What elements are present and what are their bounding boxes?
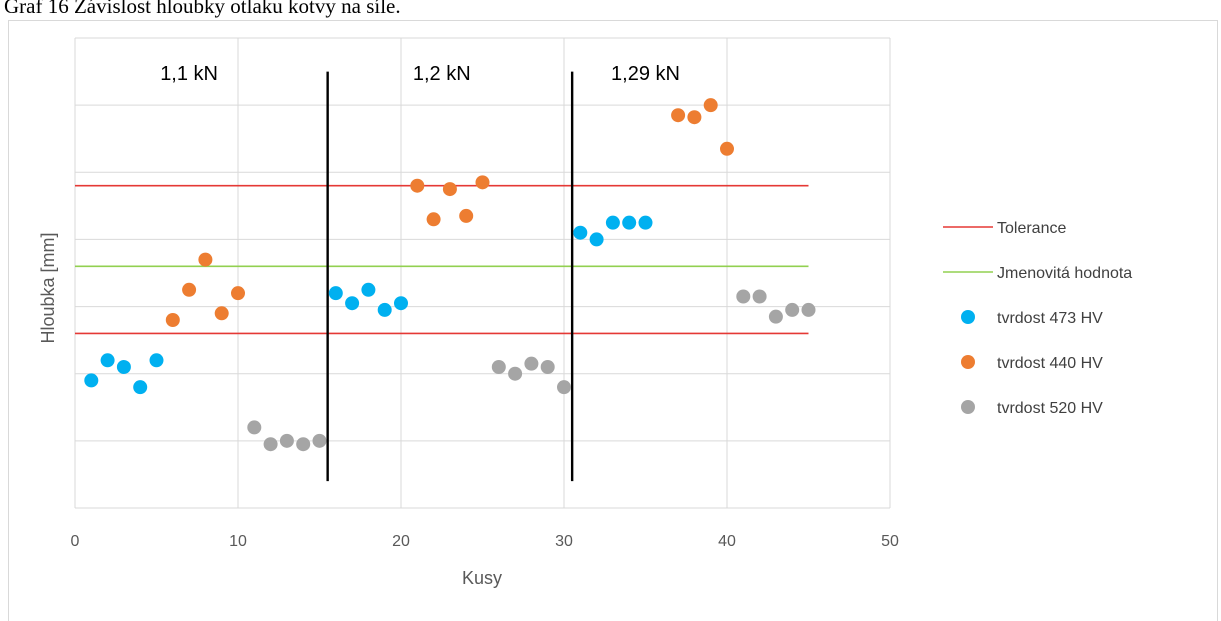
data-point — [263, 437, 278, 452]
x-tick-labels: 0 10 20 30 40 50 — [71, 533, 899, 550]
x-tick-label: 50 — [881, 533, 899, 550]
data-point — [557, 380, 571, 395]
force-label: 1,29 kN — [611, 63, 680, 85]
data-point — [165, 313, 180, 327]
legend-swatch-marker — [961, 400, 975, 414]
chart-frame — [8, 20, 1218, 621]
legend-swatch-marker — [961, 310, 975, 324]
x-tick-label: 20 — [392, 533, 410, 550]
data-point — [410, 178, 425, 193]
force-label: 1,2 kN — [413, 63, 471, 85]
data-point — [394, 296, 408, 311]
data-point — [508, 366, 523, 381]
legend-label: tvrdost 440 HV — [997, 355, 1103, 372]
legend-label: Jmenovitá hodnota — [997, 265, 1132, 282]
data-point — [328, 286, 343, 301]
data-point — [720, 141, 734, 156]
force-dividers — [326, 71, 574, 482]
data-point — [671, 108, 686, 123]
data-point — [442, 182, 457, 197]
data-point — [231, 286, 245, 301]
data-point — [491, 360, 506, 374]
force-annotations: 1,1 kN 1,2 kN 1,29 kN — [160, 63, 680, 85]
legend-label: tvrdost 520 HV — [997, 400, 1103, 417]
data-point — [736, 289, 751, 304]
x-tick-label: 0 — [71, 533, 80, 550]
legend-label: tvrdost 473 HV — [997, 310, 1103, 327]
data-point — [116, 360, 131, 374]
data-point — [752, 289, 767, 304]
data-point — [524, 356, 539, 371]
data-point — [361, 282, 376, 297]
data-point — [459, 208, 474, 223]
data-point — [687, 110, 702, 125]
data-point — [149, 353, 164, 368]
data-point — [377, 302, 392, 317]
data-point — [133, 380, 148, 395]
data-point — [100, 353, 115, 368]
data-point — [703, 98, 718, 113]
data-point — [247, 420, 262, 435]
data-point — [622, 215, 637, 230]
figure-caption: Graf 16 Závislost hloubky otlaku kotvy n… — [4, 0, 401, 18]
x-tick-label: 30 — [555, 533, 573, 550]
legend: Tolerance Jmenovitá hodnota tvrdost 473 HV… — [943, 220, 1132, 417]
data-point — [182, 282, 197, 297]
data-point — [312, 433, 327, 448]
data-point — [605, 215, 620, 230]
data-point — [296, 437, 311, 452]
data-point — [345, 296, 360, 311]
data-point — [426, 212, 441, 227]
data-point — [214, 306, 229, 321]
data-point — [540, 360, 555, 374]
data-point — [573, 225, 588, 240]
data-point — [475, 175, 490, 190]
data-point — [589, 232, 604, 247]
x-axis-title: Kusy — [462, 568, 502, 588]
reference-lines — [75, 184, 809, 335]
legend-label: Tolerance — [997, 220, 1066, 237]
legend-swatch-marker — [961, 355, 975, 369]
y-axis-title: Hloubka [mm] — [38, 232, 58, 343]
x-tick-label: 40 — [718, 533, 736, 550]
x-tick-label: 10 — [229, 533, 247, 550]
data-point — [638, 215, 653, 230]
data-point — [84, 373, 99, 388]
force-label: 1,1 kN — [160, 63, 218, 85]
gridlines — [74, 37, 891, 509]
data-point — [801, 302, 816, 317]
data-point — [768, 309, 783, 324]
data-points — [84, 98, 816, 452]
data-point — [785, 302, 800, 317]
data-point — [279, 433, 294, 448]
data-point — [198, 252, 213, 267]
